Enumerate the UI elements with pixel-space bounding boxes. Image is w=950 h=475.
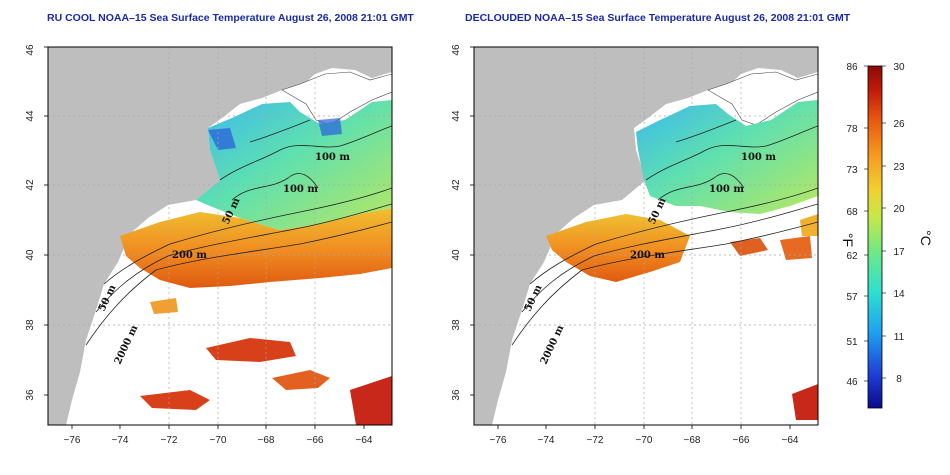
left-lon-tick-2: −72: [161, 435, 178, 446]
left-lat-tick-3: 42: [25, 179, 36, 191]
left-warm-water: [120, 208, 392, 288]
right-map-panel: 100 m 100 m 50 m 200 m 50 m 2000 m −76 −…: [451, 44, 819, 446]
left-lon-tick-5: −66: [307, 435, 324, 446]
right-contour-label-0: 100 m: [741, 152, 776, 163]
colorbar-f-tick-7: 46: [846, 377, 858, 388]
left-lat-tick-1: 38: [25, 319, 36, 331]
colorbar-gradient: [867, 65, 883, 409]
right-contour-label-5: 2000 m: [539, 323, 567, 366]
colorbar-c-tick-7: 8: [896, 374, 902, 385]
colorbar-f-tick-6: 51: [846, 337, 858, 348]
left-nova-scotia: [281, 71, 392, 126]
left-lat-tick-2: 40: [25, 249, 36, 261]
colorbar-c-tick-4: 17: [893, 247, 905, 258]
right-land: [474, 47, 818, 425]
left-map-panel: 100 m 100 m 50 m 200 m 50 m 2000 m −76 −…: [25, 44, 393, 446]
right-patch-3: [792, 384, 818, 420]
colorbar-f-unit: °F: [840, 233, 856, 247]
left-lon-tick-3: −70: [210, 435, 227, 446]
left-patch-3: [140, 390, 210, 410]
colorbar-c-tick-0: 30: [893, 62, 905, 73]
right-bathymetry-contours: [511, 119, 818, 346]
left-lon-tick-4: −68: [258, 435, 275, 446]
right-contour-label-1: 100 m: [709, 184, 744, 195]
left-contour-label-3: 200 m: [172, 250, 207, 261]
left-contour-label-5: 2000 m: [113, 323, 141, 366]
left-lat-tick-0: 36: [25, 389, 36, 401]
left-lat-tick-5: 46: [25, 44, 36, 56]
right-lon-tick-6: −64: [782, 435, 799, 446]
colorbar-f-tick-5: 57: [846, 292, 858, 303]
right-lon-tick-3: −70: [636, 435, 653, 446]
left-gridlines: [48, 47, 392, 425]
left-patch-5: [150, 298, 178, 314]
right-lon-tick-1: −74: [538, 435, 555, 446]
left-patch-1: [206, 338, 296, 362]
colorbar-f-tick-0: 86: [846, 62, 858, 73]
right-lon-tick-5: −66: [733, 435, 750, 446]
left-lon-tick-0: −76: [64, 435, 81, 446]
colorbar-c-tick-1: 26: [893, 119, 905, 130]
right-lat-tick-2: 40: [451, 249, 462, 261]
left-lon-tick-6: −64: [356, 435, 373, 446]
left-patch-2: [272, 370, 330, 390]
right-lat-tick-5: 46: [451, 44, 462, 56]
right-panel-title: DECLOUDED NOAA–15 Sea Surface Temperatur…: [465, 12, 851, 24]
left-contour-label-1: 100 m: [283, 184, 318, 195]
left-land: [48, 47, 392, 425]
right-lat-tick-3: 42: [451, 179, 462, 191]
right-lat-tick-1: 38: [451, 319, 462, 331]
colorbar-c-tick-6: 11: [894, 332, 905, 343]
right-patch-4: [800, 214, 818, 236]
right-contour-label-3: 200 m: [630, 250, 665, 261]
colorbar-c-tick-3: 20: [893, 204, 905, 215]
right-nova-scotia: [707, 71, 818, 126]
right-y-ticks: [470, 46, 474, 396]
colorbar-c-tick-5: 14: [893, 289, 905, 300]
colorbar-f-tick-3: 68: [846, 207, 858, 218]
left-contour-label-0: 100 m: [315, 152, 350, 163]
right-lon-tick-0: −76: [490, 435, 507, 446]
left-bathymetry-contours: [85, 119, 392, 346]
right-x-ticks: [497, 425, 791, 429]
colorbar-f-tick-4: 62: [846, 251, 858, 262]
colorbar-f-tick-2: 73: [846, 165, 858, 176]
right-cool-water: [636, 100, 818, 214]
right-lon-tick-2: −72: [587, 435, 604, 446]
left-panel-title: RU COOL NOAA–15 Sea Surface Temperature …: [47, 12, 414, 24]
colorbar-c-unit: °C: [918, 230, 934, 246]
colorbar-c-tick-2: 23: [893, 162, 905, 173]
colorbar-c-ticks: [882, 65, 886, 379]
colorbar-f-tick-1: 78: [846, 124, 858, 135]
left-y-ticks: [44, 46, 48, 396]
left-lon-tick-1: −74: [112, 435, 129, 446]
left-x-ticks: [71, 425, 365, 429]
colorbar: 86 78 73 68 62 57 51 46 30 26 23 20 17 1…: [840, 62, 934, 409]
right-contour-label-2: 50 m: [647, 196, 669, 226]
left-cold-patch-2: [318, 118, 342, 136]
right-gridlines: [474, 47, 818, 425]
colorbar-f-ticks: [864, 65, 868, 382]
right-patch-2: [780, 236, 812, 260]
left-patch-4: [350, 376, 392, 425]
left-lat-tick-4: 44: [25, 110, 36, 122]
right-warm-water: [546, 214, 690, 282]
right-lon-tick-4: −68: [684, 435, 701, 446]
right-lat-tick-0: 36: [451, 389, 462, 401]
right-patch-1: [730, 238, 768, 256]
left-cool-water: [196, 100, 392, 230]
left-cold-patch: [208, 128, 236, 150]
right-map-frame: [473, 46, 819, 426]
left-map-frame: [47, 46, 393, 426]
right-lat-tick-4: 44: [451, 110, 462, 122]
